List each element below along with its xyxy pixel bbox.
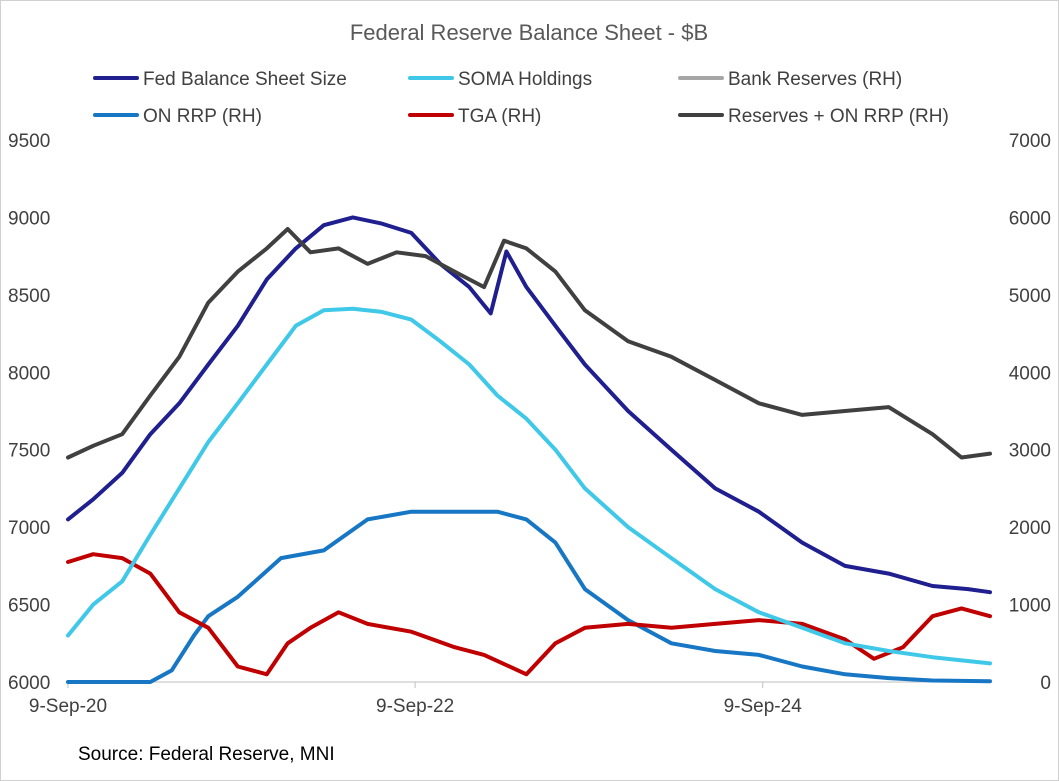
x-tick-label: 9-Sep-24 <box>724 696 803 717</box>
y-left-tick-label: 6500 <box>8 596 50 617</box>
y-left-tick-label: 8000 <box>8 363 50 384</box>
series-line <box>66 215 992 595</box>
y-right-tick-label: 2000 <box>1009 518 1051 539</box>
y-left-tick-label: 9000 <box>8 208 50 229</box>
legend-label: ON RRP (RH) <box>143 106 262 127</box>
x-tick-label: 9-Sep-20 <box>29 696 107 717</box>
y-right-tick-label: 5000 <box>1009 286 1051 307</box>
chart-lines <box>66 215 992 684</box>
legend-label: Reserves + ON RRP (RH) <box>728 106 949 127</box>
y-left-tick-label: 9500 <box>8 131 50 152</box>
y-left-tick-label: 8500 <box>8 286 50 307</box>
x-tick-label: 9-Sep-22 <box>376 696 454 717</box>
y-right-tick-label: 3000 <box>1009 441 1051 462</box>
y-left-tick-label: 7500 <box>8 441 50 462</box>
chart-axes: 6000 6500 7000 7500 8000 8500 9000 9500 0 1000 200… <box>8 131 1051 717</box>
y-right-tick-label: 7000 <box>1009 131 1051 152</box>
series-line <box>66 509 992 684</box>
y-right-tick-label: 0 <box>1040 673 1051 694</box>
series-line <box>66 306 992 666</box>
legend-label: Fed Balance Sheet Size <box>143 69 347 90</box>
source-note: Source: Federal Reserve, MNI <box>78 744 335 765</box>
chart-legend: Fed Balance Sheet Size SOMA Holdings Bank … <box>93 69 949 127</box>
legend-label: TGA (RH) <box>458 106 541 127</box>
y-right-tick-label: 1000 <box>1009 596 1051 617</box>
y-right-tick-label: 6000 <box>1009 208 1051 229</box>
y-right-tick-label: 4000 <box>1009 363 1051 384</box>
y-left-tick-label: 7000 <box>8 518 50 539</box>
series-line <box>66 552 992 677</box>
legend-label: SOMA Holdings <box>458 69 592 90</box>
chart-title: Federal Reserve Balance Sheet - $B <box>350 20 708 45</box>
legend-label: Bank Reserves (RH) <box>728 69 902 90</box>
y-left-tick-label: 6000 <box>8 673 50 694</box>
series-line <box>66 227 992 460</box>
